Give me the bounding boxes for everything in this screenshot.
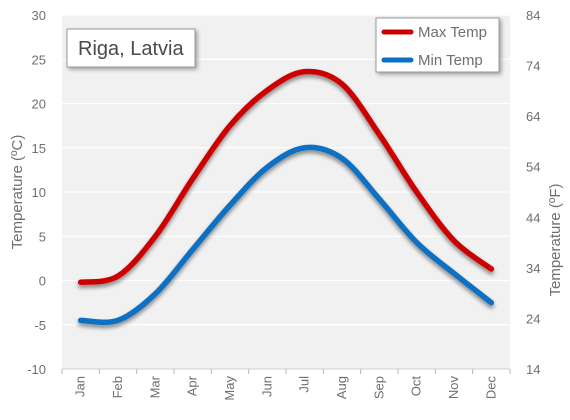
y-right-tick-label: 54: [526, 160, 540, 175]
y-right-tick-label: 14: [526, 362, 540, 377]
x-tick-label-feb: Feb: [110, 376, 125, 398]
y-axis-left-ticks: -10 -5 0 5 10 15 20 25 30: [27, 8, 46, 377]
y-right-tick-label: 74: [526, 59, 540, 74]
y-left-tick-label: 5: [39, 229, 46, 244]
y-axis-right-title: Temperature (ºF): [547, 183, 564, 296]
x-tick-label-may: May: [222, 376, 237, 401]
y-left-tick-label: 20: [32, 97, 46, 112]
y-left-tick-label: 15: [32, 141, 46, 156]
y-left-tick-label: -10: [27, 362, 46, 377]
x-tick-label-nov: Nov: [446, 376, 461, 400]
y-right-tick-label: 64: [526, 109, 540, 124]
legend: Max Temp Min Temp: [375, 17, 500, 73]
legend-label-max: Max Temp: [418, 24, 487, 41]
x-tick-marks: [61, 369, 511, 374]
x-tick-label-mar: Mar: [147, 375, 162, 398]
x-tick-label-apr: Apr: [185, 375, 200, 396]
series-line-max-temp: [77, 68, 495, 286]
y-right-tick-label: 24: [526, 311, 540, 326]
y-left-tick-label: -5: [34, 318, 46, 333]
y-right-tick-label: 34: [526, 261, 540, 276]
y-right-tick-label: 84: [526, 8, 540, 23]
y-left-tick-label: 30: [32, 8, 46, 23]
x-tick-label-jul: Jul: [297, 376, 312, 393]
y-right-tick-label: 44: [526, 210, 540, 225]
x-axis-ticks: Jan Feb Mar Apr May Jun Jul Aug Sep Oct Nov Dec: [73, 375, 499, 400]
x-tick-label-dec: Dec: [483, 376, 498, 400]
y-left-tick-label: 10: [32, 185, 46, 200]
y-left-tick-label: 0: [39, 274, 46, 289]
chart-title: Riga, Latvia: [78, 38, 184, 60]
chart-title-box: [66, 28, 196, 68]
y-axis-left-title: Temperature (ºC): [9, 135, 26, 250]
legend-label-min: Min Temp: [418, 52, 483, 69]
y-left-tick-label: 25: [32, 52, 46, 67]
y-axis-right-ticks: 14 24 34 44 54 64 74 84: [526, 8, 540, 377]
x-tick-label-sep: Sep: [371, 376, 386, 399]
series-lines: [77, 68, 495, 326]
x-tick-label-aug: Aug: [334, 376, 349, 399]
series-line-min-temp: [77, 144, 495, 326]
x-tick-label-oct: Oct: [409, 376, 424, 397]
x-tick-label-jun: Jun: [259, 376, 274, 397]
x-tick-label-jan: Jan: [73, 376, 88, 397]
